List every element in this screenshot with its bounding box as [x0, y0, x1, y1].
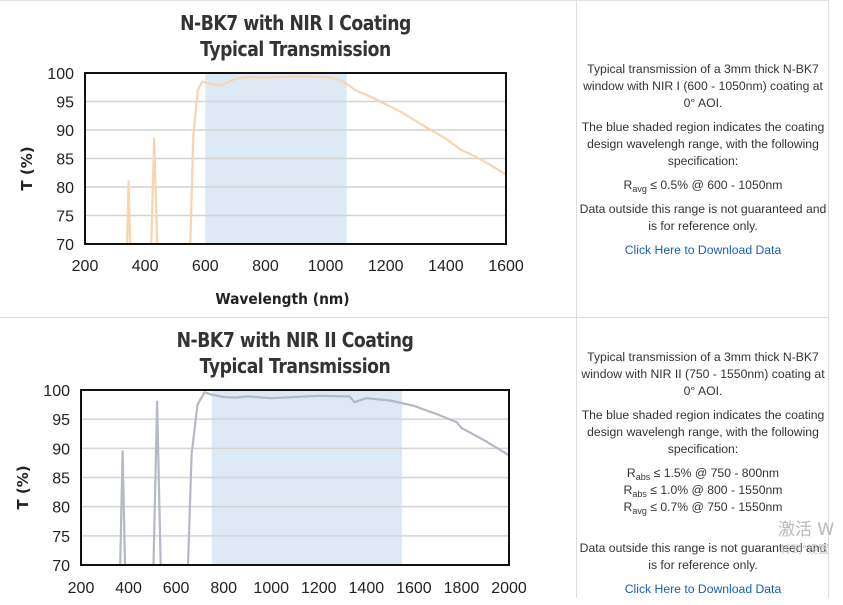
y-tick-label: 85: [52, 471, 70, 488]
row-nir-ii: N-BK7 with NIR II Coating Typical Transmi…: [0, 318, 843, 598]
chart-cell-nir-ii: N-BK7 with NIR II Coating Typical Transmi…: [0, 318, 577, 598]
x-tick-label: 1600: [488, 258, 524, 275]
y-tick-label: 90: [56, 123, 74, 140]
chart-cell-nir-i: N-BK7 with NIR I Coating Typical Transmis…: [0, 0, 577, 318]
x-tick-label: 1400: [349, 580, 385, 597]
plot-frame: [80, 389, 510, 566]
x-tick-label: 200: [72, 258, 99, 275]
x-tick-label: 600: [192, 258, 219, 275]
reference-note: Data outside this range is not guarantee…: [579, 541, 827, 572]
row-nir-i: N-BK7 with NIR I Coating Typical Transmis…: [0, 0, 829, 318]
x-tick-label: 1600: [396, 580, 432, 597]
specification-item: Rabs ≤ 1.0% @ 800 - 1550nm: [623, 483, 783, 499]
y-axis-label: T (%): [14, 465, 32, 509]
reference-note: Data outside this range is not guarantee…: [579, 202, 827, 233]
description-cell-nir-ii: Typical transmission of a 3mm thick N-BK…: [577, 318, 829, 598]
transmission-line: [126, 75, 506, 244]
x-tick-label: 2000: [491, 580, 527, 597]
chart-subtitle: Typical Transmission: [200, 356, 391, 379]
plot-frame: [84, 72, 507, 245]
y-tick-label: 95: [56, 95, 74, 112]
y-tick-label: 100: [47, 66, 74, 83]
specification-item: Ravg ≤ 0.7% @ 750 - 1550nm: [623, 500, 783, 516]
chart-title: N-BK7 with NIR II Coating: [177, 330, 414, 353]
x-tick-label: 800: [252, 258, 279, 275]
specification-list: Ravg ≤ 0.5% @ 600 - 1050nm: [577, 177, 829, 194]
download-data-link[interactable]: Click Here to Download Data: [624, 582, 782, 596]
specification-item: Ravg ≤ 0.5% @ 600 - 1050nm: [623, 178, 783, 194]
download-data-link[interactable]: Click Here to Download Data: [624, 243, 782, 257]
y-tick-label: 75: [56, 209, 74, 226]
y-tick-label: 70: [56, 237, 74, 254]
specification-list: Rabs ≤ 1.5% @ 750 - 800nm Rabs ≤ 1.0% @ …: [577, 465, 829, 516]
y-tick-label: 70: [52, 558, 70, 575]
chart-title: N-BK7 with NIR I Coating: [180, 13, 411, 36]
description-nir-i: Typical transmission of a 3mm thick N-BK…: [577, 61, 829, 266]
x-tick-label: 200: [68, 580, 95, 597]
chart-nir-ii: N-BK7 with NIR II Coating Typical Transmi…: [14, 330, 527, 597]
specification-item: Rabs ≤ 1.5% @ 750 - 800nm: [626, 466, 780, 482]
x-axis-label: Wavelength (nm): [215, 292, 349, 309]
x-tick-label: 600: [163, 580, 190, 597]
y-axis-label: T (%): [18, 146, 36, 190]
x-tick-label: 1000: [253, 580, 289, 597]
transmission-line: [119, 391, 509, 565]
activation-watermark-hint: 转到"设置: [780, 543, 830, 556]
x-tick-label: 1000: [308, 258, 344, 275]
description-paragraph: Typical transmission of a 3mm thick N-BK…: [581, 350, 825, 398]
description-paragraph: The blue shaded region indicates the coa…: [581, 120, 825, 168]
description-nir-ii: Typical transmission of a 3mm thick N-BK…: [577, 349, 829, 605]
x-tick-label: 1800: [444, 580, 480, 597]
description-paragraph: Typical transmission of a 3mm thick N-BK…: [583, 62, 823, 110]
chart-subtitle: Typical Transmission: [200, 39, 391, 62]
y-tick-label: 85: [56, 152, 74, 169]
y-tick-label: 100: [43, 383, 70, 400]
x-tick-label: 800: [210, 580, 237, 597]
x-tick-label: 1400: [428, 258, 464, 275]
x-tick-label: 400: [132, 258, 159, 275]
y-tick-label: 75: [52, 529, 70, 546]
y-tick-label: 80: [56, 180, 74, 197]
description-paragraph: The blue shaded region indicates the coa…: [581, 408, 825, 456]
y-tick-label: 90: [52, 441, 70, 458]
chart-nir-i: N-BK7 with NIR I Coating Typical Transmis…: [18, 13, 524, 309]
y-tick-label: 80: [52, 500, 70, 517]
x-tick-label: 1200: [368, 258, 404, 275]
x-tick-label: 400: [115, 580, 142, 597]
activation-watermark: 激活 W: [778, 520, 835, 540]
x-tick-label: 1200: [301, 580, 337, 597]
y-tick-label: 95: [52, 412, 70, 429]
description-cell-nir-i: Typical transmission of a 3mm thick N-BK…: [577, 0, 829, 318]
